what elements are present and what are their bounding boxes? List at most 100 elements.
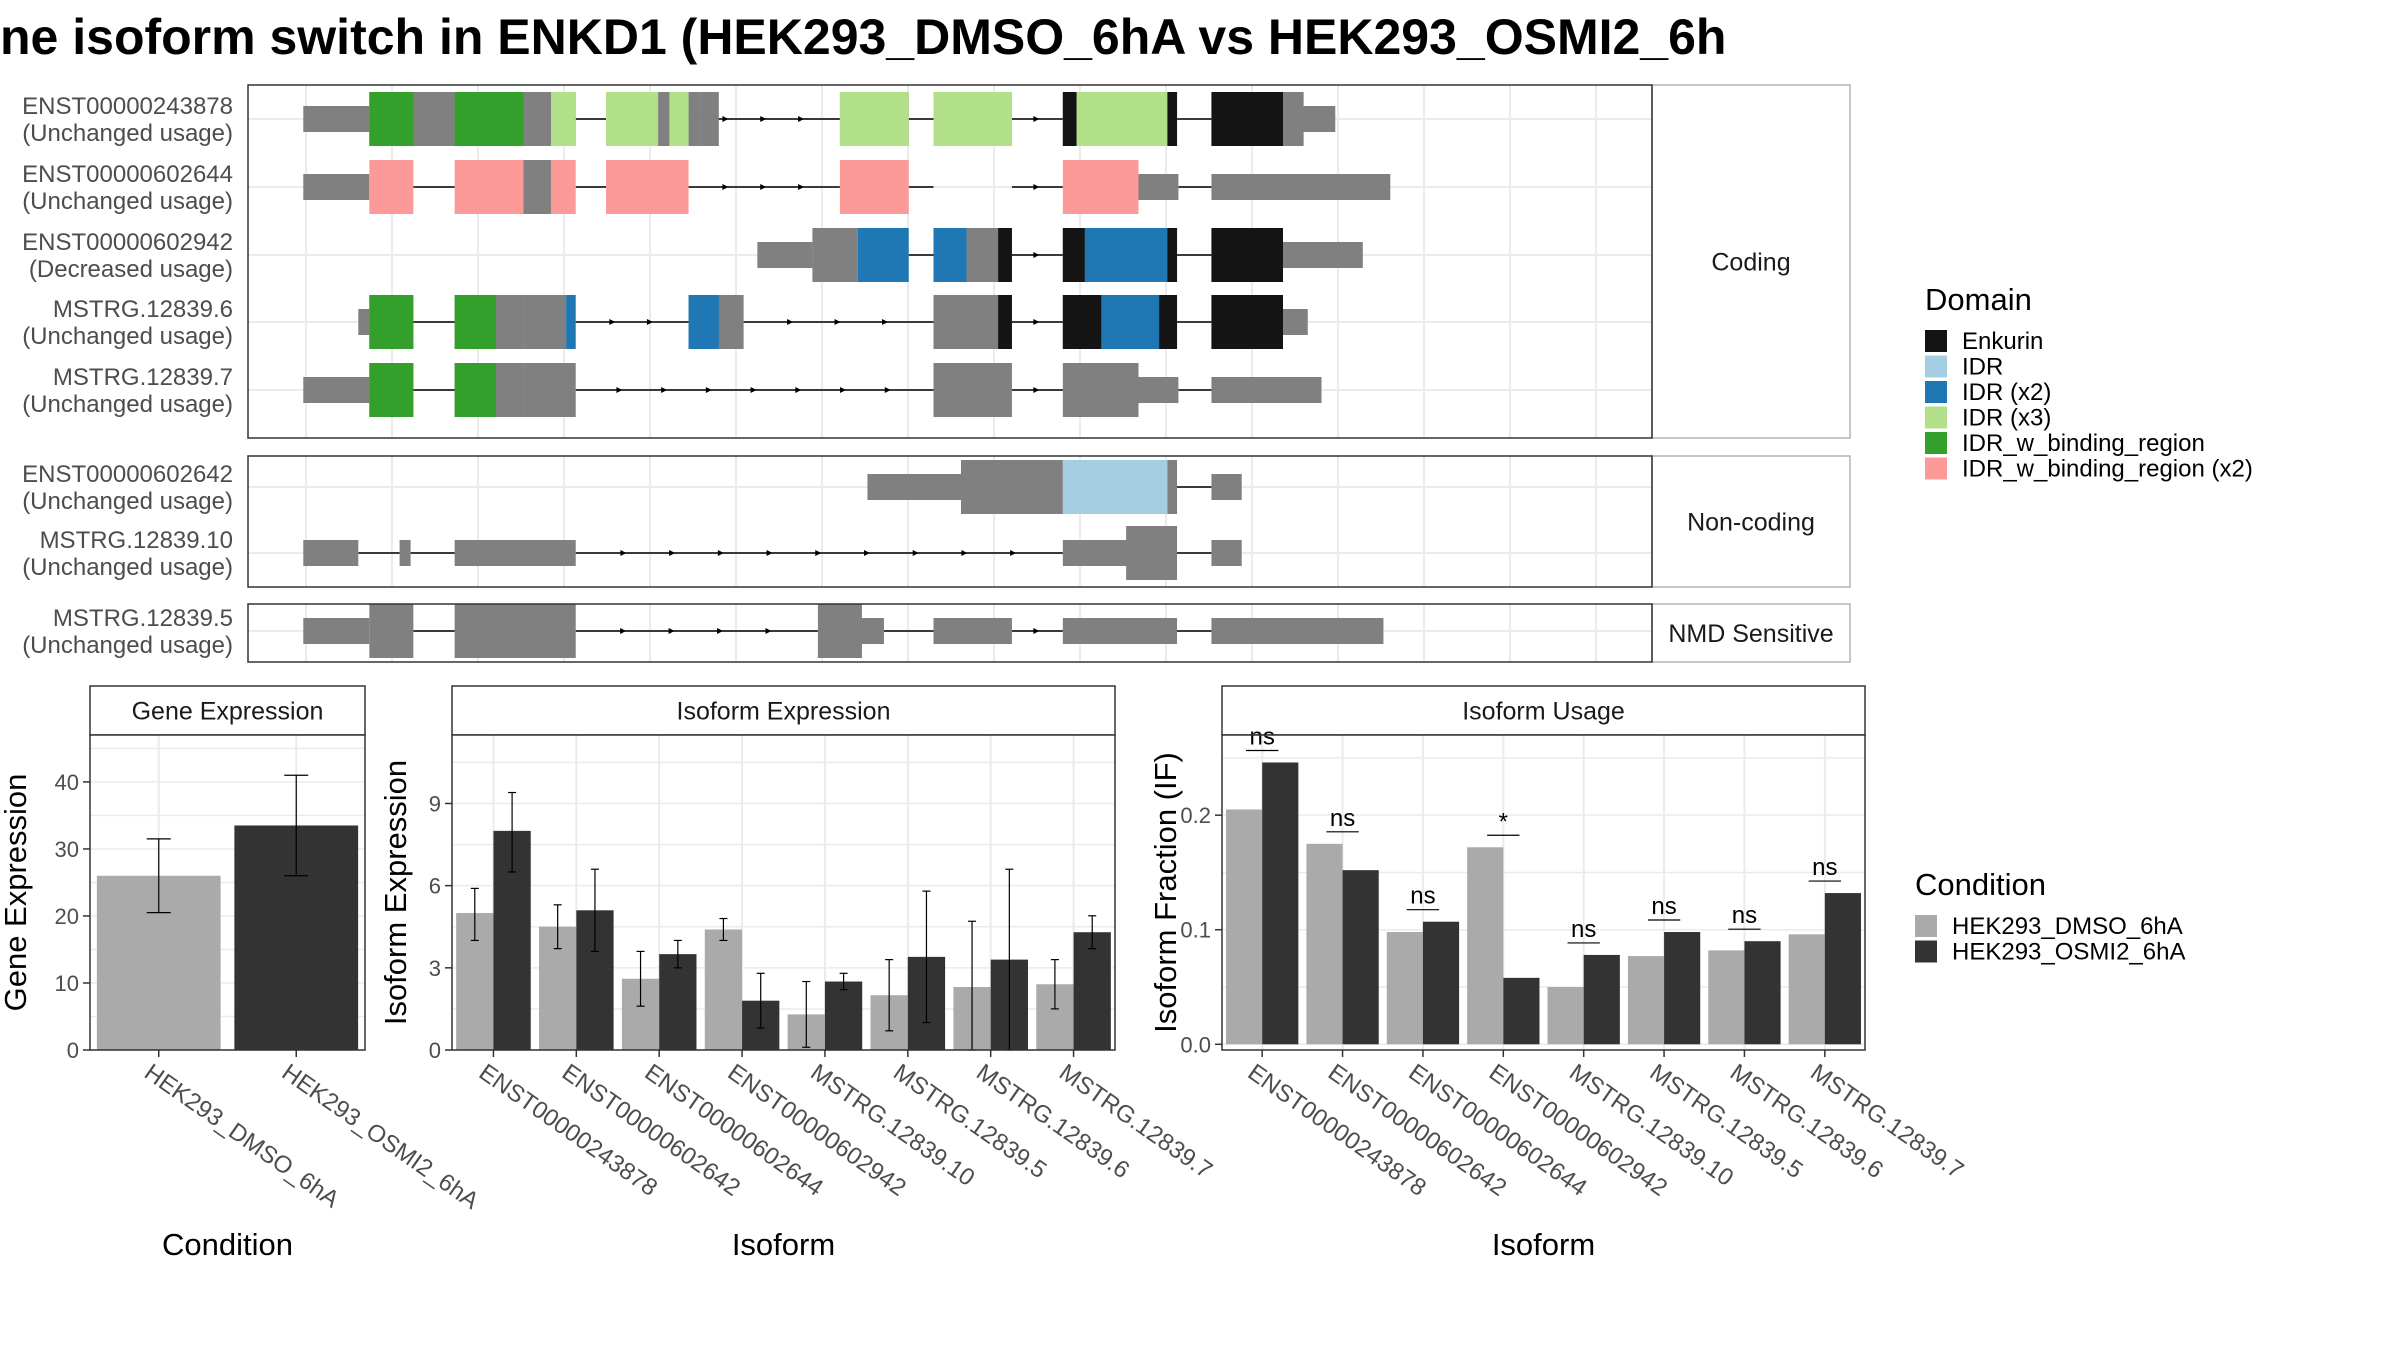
domain-segment xyxy=(1076,92,1168,146)
intron-arrow xyxy=(705,387,712,393)
section-strip xyxy=(1651,603,1851,663)
isoform-id-label: ENST00000243878 xyxy=(22,93,233,120)
significance-label: ns xyxy=(1732,902,1757,929)
legend-condition-title: Condition xyxy=(1915,867,2046,902)
intron-arrow xyxy=(766,550,773,556)
isoform-usage-label: (Decreased usage) xyxy=(29,256,233,283)
bar xyxy=(1342,870,1379,1045)
intron-arrow xyxy=(669,550,676,556)
utr-exon xyxy=(1282,242,1363,268)
domain-segment xyxy=(550,92,576,146)
y-tick-label: 0.2 xyxy=(1180,803,1211,828)
intron-arrow xyxy=(760,184,767,190)
utr-exon xyxy=(1062,618,1178,644)
chart-frame xyxy=(1221,734,1866,1051)
intron-arrow xyxy=(620,628,627,634)
legend-swatch xyxy=(1925,406,1947,429)
cds-exon xyxy=(1282,92,1304,146)
domain-segment xyxy=(1211,228,1283,282)
intron-arrow xyxy=(882,319,889,325)
domain-segment xyxy=(933,92,1012,146)
section-label: Coding xyxy=(1711,249,1790,277)
utr-exon xyxy=(1211,618,1384,644)
y-tick-label: 0 xyxy=(429,1038,441,1063)
utr-exon xyxy=(1282,309,1308,335)
domain-segment xyxy=(688,295,719,349)
section-label: Non-coding xyxy=(1687,509,1815,537)
x-axis-title: Isoform xyxy=(732,1227,835,1262)
intron-arrow xyxy=(1033,116,1040,122)
intron-arrow xyxy=(1033,252,1040,258)
y-axis-title: Isoform Expression xyxy=(378,760,413,1025)
chart-strip xyxy=(89,685,366,736)
bar xyxy=(1306,843,1343,1045)
intron-arrow xyxy=(798,184,805,190)
utr-exon xyxy=(303,540,359,566)
domain-segment xyxy=(1167,228,1178,282)
utr-exon xyxy=(933,618,1012,644)
bar xyxy=(1664,932,1701,1045)
isoform-id-label: ENST00000602942 xyxy=(22,229,233,256)
intron-arrow xyxy=(1033,184,1040,190)
domain-segment xyxy=(1167,92,1178,146)
cds-exon xyxy=(688,92,700,146)
cds-exon xyxy=(454,604,576,658)
utr-exon xyxy=(454,540,576,566)
utr-exon xyxy=(1211,377,1322,403)
intron-arrow xyxy=(840,387,847,393)
cds-exon xyxy=(961,460,1063,514)
intron-arrow xyxy=(795,387,802,393)
legend-condition-item: HEK293_OSMI2_6hA xyxy=(1952,939,2185,966)
chart-frame xyxy=(451,734,1116,1051)
domain-segment xyxy=(1062,92,1077,146)
bar xyxy=(704,929,743,1050)
significance-label: ns xyxy=(1812,854,1837,881)
cds-exon xyxy=(1126,526,1178,580)
cds-exon xyxy=(523,295,567,349)
domain-segment xyxy=(369,92,414,146)
cds-exon xyxy=(817,604,862,658)
intron-arrow xyxy=(722,184,729,190)
y-tick-label: 3 xyxy=(429,956,441,981)
isoform-usage-label: (Unchanged usage) xyxy=(22,554,233,581)
domain-segment xyxy=(454,295,496,349)
utr-exon xyxy=(399,540,411,566)
domain-segment xyxy=(857,228,909,282)
domain-segment xyxy=(933,228,967,282)
bar xyxy=(1744,941,1781,1045)
y-tick-label: 20 xyxy=(55,904,79,929)
domain-segment xyxy=(369,295,414,349)
legend-swatch xyxy=(1925,330,1947,352)
isoform-usage-label: (Unchanged usage) xyxy=(22,391,233,418)
structure-panel-frame xyxy=(247,84,1653,439)
domain-segment xyxy=(1062,460,1168,514)
intron-arrow xyxy=(815,550,822,556)
utr-exon xyxy=(1211,174,1391,200)
domain-segment xyxy=(1211,295,1283,349)
y-tick-label: 10 xyxy=(55,971,79,996)
utr-exon xyxy=(1138,377,1179,403)
intron-arrow xyxy=(798,116,805,122)
x-axis-title: Isoform xyxy=(1492,1227,1595,1262)
isoform-id-label: MSTRG.12839.10 xyxy=(40,527,233,554)
bar xyxy=(1073,932,1111,1050)
y-tick-label: 0.1 xyxy=(1180,918,1211,943)
chart-title: Isoform Expression xyxy=(677,698,891,726)
chart-frame xyxy=(89,734,366,1051)
bar xyxy=(1422,921,1460,1045)
x-tick-label: MSTRG.12839.7 xyxy=(1054,1059,1217,1184)
intron-arrow xyxy=(616,387,623,393)
legend-swatch xyxy=(1925,381,1947,403)
legend-domain-item: IDR_w_binding_region xyxy=(1962,430,2205,457)
bar xyxy=(1467,847,1504,1045)
utr-exon xyxy=(303,377,370,403)
legend-domain-item: IDR xyxy=(1962,354,2003,381)
domain-segment xyxy=(1211,92,1283,146)
chart-title: Isoform Usage xyxy=(1462,698,1625,726)
intron-arrow xyxy=(722,116,729,122)
section-strip xyxy=(1651,455,1851,588)
utr-exon xyxy=(757,242,813,268)
domain-segment xyxy=(523,92,551,146)
chart-1: Isoform Expression0369ENST00000243878ENS… xyxy=(378,685,1217,1262)
